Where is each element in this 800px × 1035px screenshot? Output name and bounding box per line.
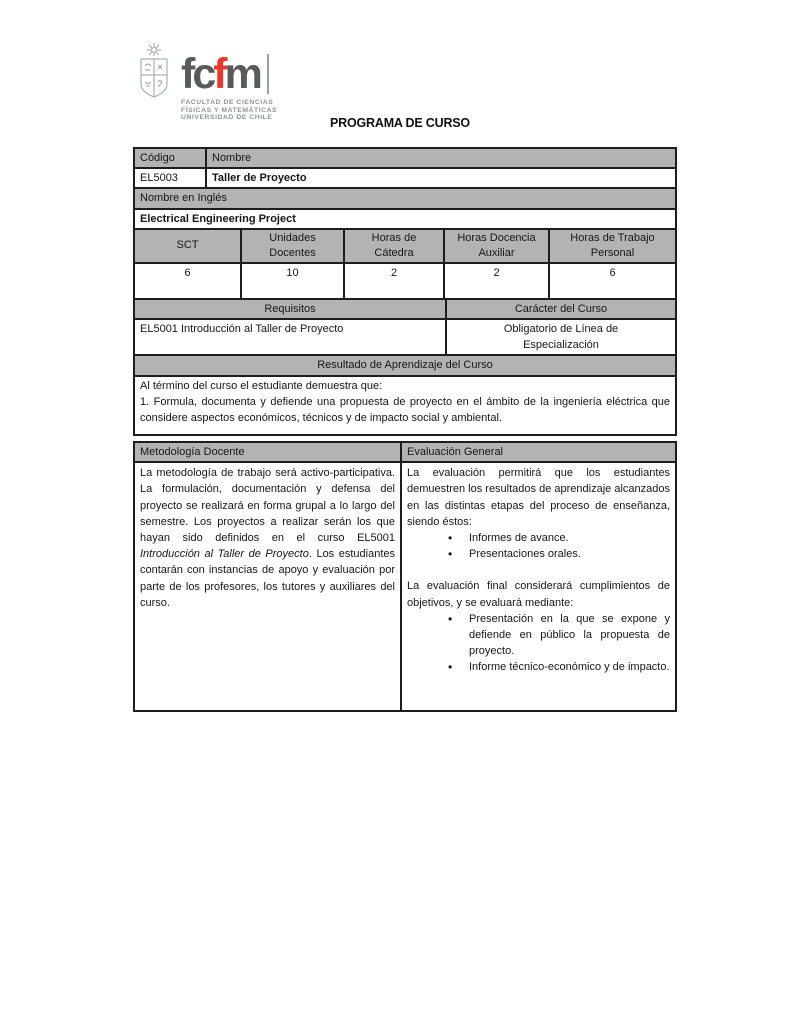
table-row: Resultado de Aprendizaje del Curso	[133, 354, 677, 377]
nombre-ingles-header-cell: Nombre en Inglés	[133, 187, 677, 210]
faculty-line-2: FÍSICAS Y MATEMÁTICAS	[181, 106, 278, 114]
nombre-value-cell: Taller de Proyecto	[205, 167, 677, 190]
horas-docencia-auxiliar-value-cell: 2	[443, 261, 550, 300]
course-hours-table: SCT Unidades Docentes Horas de Cátedra H…	[133, 227, 677, 300]
table-row: Nombre en Inglés	[133, 187, 677, 210]
sct-header-cell: SCT	[133, 227, 242, 264]
methodology-evaluation-table: Metodología Docente Evaluación General L…	[133, 440, 677, 713]
sct-value-cell: 6	[133, 261, 242, 300]
course-outcome-table: Resultado de Aprendizaje del Curso Al té…	[133, 354, 677, 436]
faculty-line-3: UNIVERSIDAD DE CHILE	[181, 114, 273, 122]
evaluacion-content-cell: La evaluación permitirá que los estudian…	[400, 461, 677, 713]
course-requisites-table: Requisitos Carácter del Curso EL5001 Int…	[133, 297, 677, 357]
metodologia-italic-course-name: Introducción al Taller de Proyecto	[140, 548, 309, 561]
horas-trabajo-personal-header-cell: Horas de Trabajo Personal	[548, 227, 677, 264]
unidades-docentes-value-cell: 10	[240, 261, 345, 300]
table-row: 6 10 2 2 6	[133, 261, 677, 300]
evaluacion-bullet-list-2: Presentación en la que se expone y defie…	[407, 611, 670, 676]
resultado-header-cell: Resultado de Aprendizaje del Curso	[133, 354, 677, 377]
table-row: La metodología de trabajo será activo-pa…	[133, 461, 677, 713]
unidades-docentes-header-cell: Unidades Docentes	[240, 227, 345, 264]
university-crest-icon	[140, 43, 168, 98]
evaluacion-bullet-list-1: Informes de avance. Presentaciones orale…	[407, 530, 670, 563]
evaluacion-intro-paragraph: La evaluación permitirá que los estudian…	[407, 467, 670, 528]
table-row: EL5003 Taller de Proyecto	[133, 167, 677, 190]
table-row: Al término del curso el estudiante demue…	[133, 374, 677, 436]
faculty-line-1: FACULTAD DE CIENCIAS	[181, 99, 274, 106]
resultado-value-cell: Al término del curso el estudiante demue…	[133, 374, 677, 436]
caracter-header-cell: Carácter del Curso	[445, 297, 677, 321]
table-row: Electrical Engineering Project	[133, 207, 677, 230]
fcfm-letter-red: f	[213, 50, 227, 98]
list-item: Presentación en la que se expone y defie…	[448, 611, 670, 660]
logo-text-block: fc f m FACULTAD DE CIENCIAS FÍSICAS Y MATE…	[181, 42, 277, 122]
list-item: Presentaciones orales.	[448, 546, 670, 562]
caracter-value-cell: Obligatorio de Línea de Especialización	[445, 318, 677, 357]
metodologia-paragraph: La metodología de trabajo será activo-pa…	[140, 465, 395, 611]
metodologia-text-part2: . Los estudiantes contarán con instancia…	[140, 548, 395, 609]
requisitos-value-cell: EL5001 Introducción al Taller de Proyect…	[133, 318, 447, 357]
resultado-intro-text: Al término del curso el estudiante demue…	[140, 379, 383, 392]
table-row: Código Nombre	[133, 146, 677, 170]
evaluacion-header-cell: Evaluación General	[400, 440, 677, 464]
university-logo: fc f m FACULTAD DE CIENCIAS FÍSICAS Y MATE…	[134, 42, 277, 122]
metodologia-header-cell: Metodología Docente	[133, 440, 402, 464]
nombre-header-cell: Nombre	[205, 146, 677, 170]
caracter-value-text: Obligatorio de Línea de Especialización	[503, 323, 619, 352]
table-row: Metodología Docente Evaluación General	[133, 440, 677, 464]
faculty-name: FACULTAD DE CIENCIAS FÍSICAS Y MATEMÁTIC…	[181, 99, 277, 122]
resultado-item-text: 1. Formula, documenta y defiende una pro…	[140, 395, 670, 425]
fcfm-letter-m: m	[224, 50, 263, 98]
horas-docencia-auxiliar-header-cell: Horas Docencia Auxiliar	[443, 227, 550, 264]
nombre-ingles-value-cell: Electrical Engineering Project	[133, 207, 677, 230]
horas-trabajo-personal-value-cell: 6	[548, 261, 677, 300]
course-info-table: Código Nombre EL5003 Taller de Proyecto …	[133, 146, 677, 436]
table-row: Requisitos Carácter del Curso	[133, 297, 677, 321]
method-eval-table: Metodología Docente Evaluación General L…	[133, 440, 677, 713]
evaluacion-final-paragraph: La evaluación final considerará cumplimi…	[407, 580, 670, 609]
list-item: Informe técnico-económico y de impacto.	[448, 659, 670, 675]
requisitos-header-cell: Requisitos	[133, 297, 447, 321]
fcfm-wordmark: fc f m	[181, 50, 277, 98]
logo-divider-bar	[266, 54, 269, 94]
codigo-value-cell: EL5003	[133, 167, 207, 190]
horas-catedra-value-cell: 2	[343, 261, 445, 300]
metodologia-content-cell: La metodología de trabajo será activo-pa…	[133, 461, 402, 713]
metodologia-text-part1: La metodología de trabajo será activo-pa…	[140, 467, 395, 545]
course-code-name-table: Código Nombre EL5003 Taller de Proyecto …	[133, 146, 677, 230]
fcfm-letters-gray: fc	[181, 50, 216, 98]
codigo-header-cell: Código	[133, 146, 207, 170]
table-row: SCT Unidades Docentes Horas de Cátedra H…	[133, 227, 677, 264]
horas-catedra-header-cell: Horas de Cátedra	[343, 227, 445, 264]
list-item: Informes de avance.	[448, 530, 670, 546]
table-row: EL5001 Introducción al Taller de Proyect…	[133, 318, 677, 357]
page-title: PROGRAMA DE CURSO	[330, 116, 470, 130]
